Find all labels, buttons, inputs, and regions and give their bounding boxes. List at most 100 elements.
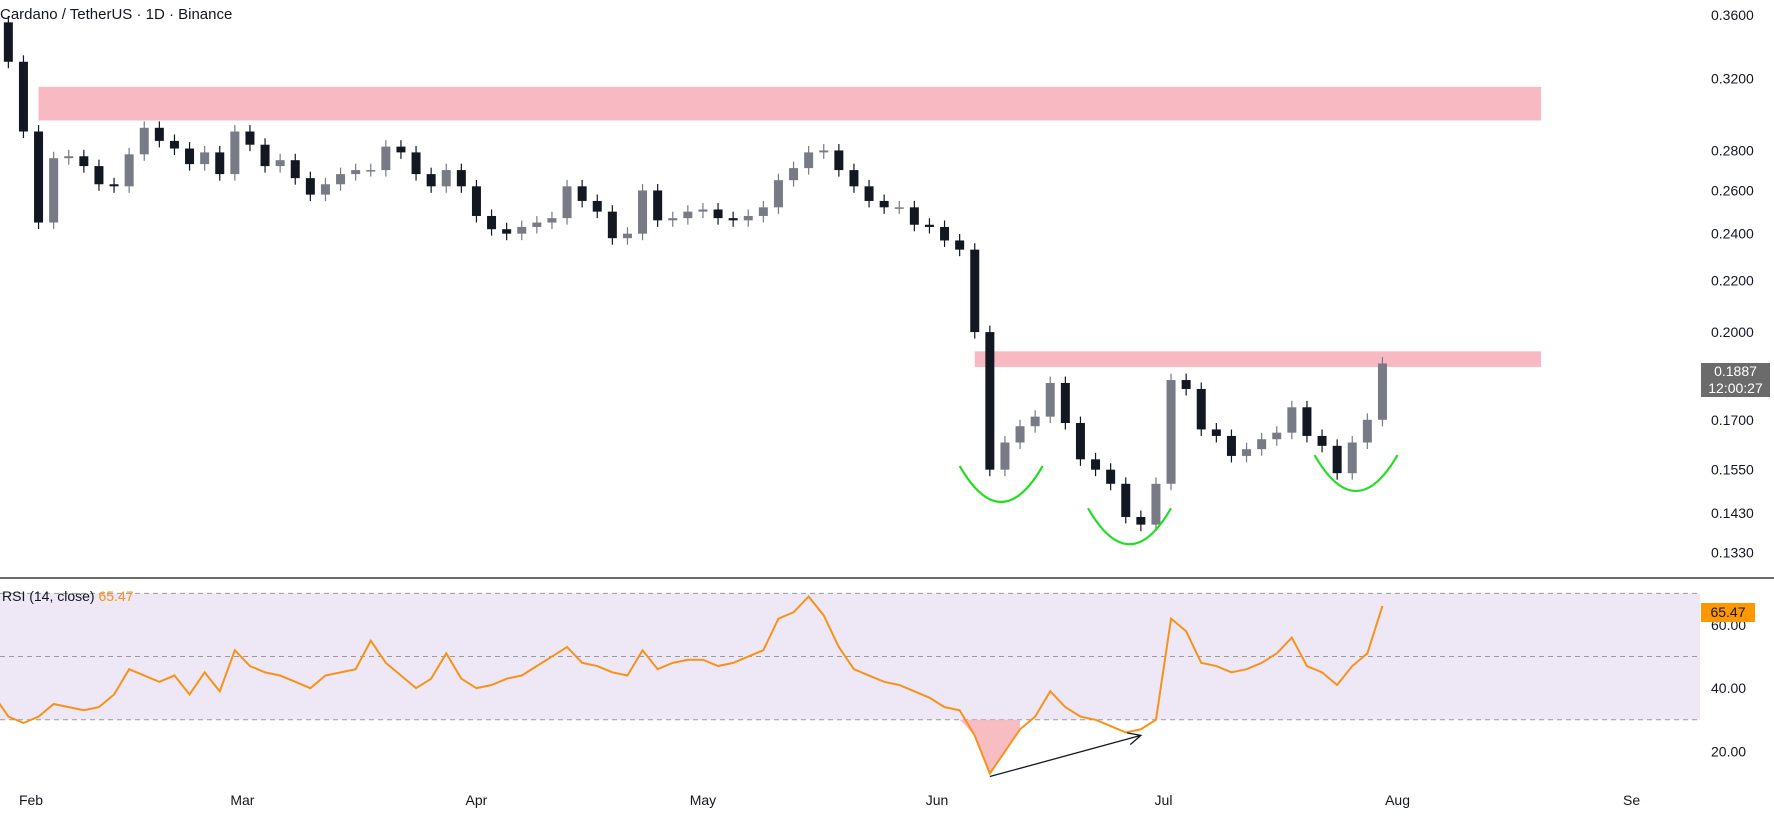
candle-body: [351, 170, 361, 175]
candle-body: [562, 186, 572, 219]
candle-body: [18, 61, 28, 132]
pattern-arc: [958, 465, 1044, 504]
candle-body: [1242, 449, 1252, 456]
candle-body: [1211, 429, 1221, 436]
candle-body: [1181, 380, 1191, 389]
candle-body: [1226, 435, 1236, 456]
candle-body: [471, 186, 481, 216]
candle-body: [1000, 442, 1010, 470]
candle-body: [819, 150, 829, 153]
candle-body: [1106, 469, 1116, 484]
candle-body: [1287, 407, 1297, 433]
divergence-arrow-line: [989, 734, 1142, 778]
time-axis-label: Jun: [926, 792, 949, 808]
candle-body: [64, 156, 74, 159]
candle-body: [34, 131, 44, 223]
candle-body: [940, 226, 950, 241]
candle-body: [396, 146, 406, 153]
candle-body: [698, 209, 708, 212]
candle-body: [3, 22, 13, 62]
candle-body: [109, 184, 119, 187]
rsi-line: [0, 594, 1384, 776]
candle-body: [441, 170, 451, 187]
candle-body: [622, 233, 632, 239]
price-axis-label: 0.1330: [1711, 544, 1754, 560]
candle-body: [1272, 432, 1282, 440]
candle-body: [215, 152, 225, 175]
candle-body: [970, 249, 980, 333]
candle-body: [592, 200, 602, 212]
candle-body: [139, 127, 149, 155]
candle-body: [260, 144, 270, 167]
bar-countdown: 12:00:27: [1708, 380, 1763, 396]
candle-body: [668, 218, 678, 221]
candle-body: [879, 200, 889, 208]
rsi-label: RSI (14, close): [2, 588, 95, 604]
candle-body: [909, 207, 919, 225]
candle-body: [169, 140, 179, 149]
candle-body: [1302, 407, 1312, 436]
candle-body: [1317, 435, 1327, 446]
candle-body: [456, 170, 466, 187]
price-axis-label: 0.1430: [1711, 505, 1754, 521]
candle-body: [124, 154, 134, 187]
candle-body: [487, 215, 497, 230]
price-axis-label: 0.2600: [1711, 182, 1754, 198]
candle-body: [804, 152, 814, 169]
time-axis-label: Apr: [466, 792, 488, 808]
candle-body: [1257, 439, 1267, 450]
candle-body: [547, 218, 557, 223]
candle-body: [1332, 445, 1342, 474]
candle-body: [683, 211, 693, 219]
price-axis-label: 0.2200: [1711, 273, 1754, 289]
price-axis-label: 0.2000: [1711, 324, 1754, 340]
price-axis-label: 0.1550: [1711, 462, 1754, 478]
resistance-zone: [38, 86, 1541, 121]
pattern-arc: [1313, 454, 1399, 493]
candle-body: [728, 218, 738, 221]
candle-body: [1151, 483, 1161, 525]
time-axis-label: Mar: [230, 792, 254, 808]
candle-body: [577, 186, 587, 201]
candle-body: [1030, 416, 1040, 427]
price-axis-label: 0.2400: [1711, 226, 1754, 242]
candle-body: [185, 148, 195, 165]
candle-body: [426, 174, 436, 187]
candle-body: [366, 170, 376, 172]
chart-header[interactable]: Cardano / TetherUS · 1D · Binance: [0, 6, 232, 23]
candle-body: [713, 209, 723, 219]
candle-body: [320, 184, 330, 195]
rsi-axis-label: 40.00: [1711, 680, 1746, 696]
last-price-tag: 0.1887 12:00:27: [1701, 363, 1770, 397]
candle-body: [411, 152, 421, 175]
candle-body: [154, 127, 164, 141]
candle-body: [79, 156, 89, 167]
candle-body: [638, 190, 648, 234]
rsi-value-tag: 65.47: [1701, 603, 1755, 622]
candle-body: [1347, 442, 1357, 474]
candle-body: [1121, 483, 1131, 517]
rsi-header[interactable]: RSI (14, close) 65.47: [2, 588, 134, 604]
candle-body: [532, 222, 542, 227]
symbol-title: Cardano / TetherUS · 1D · Binance: [0, 6, 233, 23]
rsi-value-label: 65.47: [98, 588, 134, 604]
candle-body: [758, 207, 768, 216]
divergence-arrow-head: [1126, 732, 1143, 746]
time-axis-label: Jul: [1155, 792, 1173, 808]
candle-body: [502, 229, 512, 234]
candle-body: [1196, 388, 1206, 430]
candle-body: [1091, 459, 1101, 470]
candle-body: [517, 226, 527, 234]
candle-body: [200, 152, 210, 165]
candle-body: [773, 180, 783, 208]
price-axis-label: 0.3600: [1711, 7, 1754, 23]
candle-body: [985, 332, 995, 470]
rsi-axis-label: 20.00: [1711, 743, 1746, 759]
candle-body: [834, 150, 844, 171]
candle-body: [1045, 382, 1055, 417]
rsi-oversold-fill: [959, 719, 1021, 774]
price-axis-label: 0.2800: [1711, 142, 1754, 158]
candle-body: [743, 215, 753, 221]
